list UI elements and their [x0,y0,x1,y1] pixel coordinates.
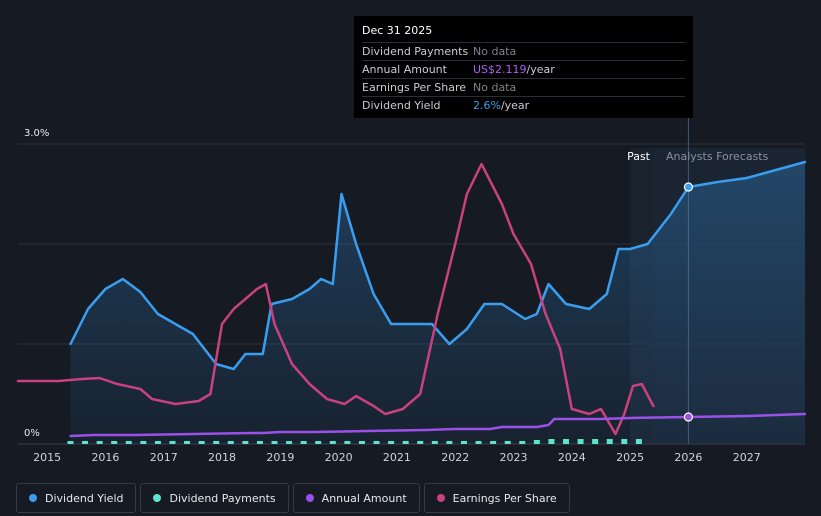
annual-amount-marker [683,412,694,422]
dividend-payment-bar [635,439,642,444]
x-tick-label: 2027 [733,451,761,464]
legend-dividend-payments[interactable]: Dividend Payments [140,483,289,513]
x-tick-label: 2021 [383,451,411,464]
dividend-payment-bar [621,439,628,444]
dividend-payment-bar [592,439,599,444]
tooltip-value: No data [473,81,517,94]
tooltip: Dec 31 2025 Dividend Payments No data An… [354,16,693,118]
dividend-payment-bar [169,441,176,444]
dividend-payment-bar [198,441,205,444]
dividend-payment-bar [358,441,365,444]
legend-label: Dividend Payments [169,491,276,505]
dividend-payment-bar [227,441,234,444]
x-tick-label: 2022 [441,451,469,464]
dividend-payment-bar [373,441,380,444]
x-tick-label: 2023 [500,451,528,464]
y-label-top: 3.0% [24,128,49,139]
dividend-yield-line [69,160,807,371]
dividend-payment-bar [82,441,89,444]
dividend-payment-bar [344,441,351,444]
legend-dividend-yield[interactable]: Dividend Yield [16,483,137,513]
dividend-payment-bar [67,441,74,444]
eps-dot-icon [436,494,445,502]
tooltip-label: Earnings Per Share [362,81,467,94]
dividend-payment-bar [154,441,161,444]
dividend-payment-bar [431,441,438,444]
tooltip-label: Dividend Yield [362,99,441,112]
dividend-yield-marker [683,182,694,192]
earnings-per-share-line [16,162,655,436]
dividend-payment-bar [271,441,278,444]
tooltip-suffix: /year [526,63,555,76]
dividend-yield-area [70,162,805,444]
legend-label: Annual Amount [321,491,407,505]
tooltip-row-dividend-yield: Dividend Yield 2.6%/year [362,96,685,114]
dividend-payment-bar [256,441,263,444]
dividend-payment-bar [577,439,584,444]
dividend-payment-bar [242,441,249,444]
dividend-payment-bar [329,441,336,444]
dividend-payment-bar [504,441,511,444]
legend-annual-amount[interactable]: Annual Amount [292,483,420,513]
dividend-payment-bar [286,441,293,444]
tooltip-value: 2.6% [473,99,501,112]
annual-amount-line [69,412,807,438]
past-region-label: Past [627,150,651,163]
dividend-payment-bar [315,441,322,444]
x-tick-label: 2025 [616,451,644,464]
legend-label: Dividend Yield [45,491,124,505]
tooltip-date: Dec 31 2025 [362,24,433,37]
x-tick-label: 2019 [266,451,294,464]
dividend-payment-bar [446,441,453,444]
dividend-payment-bar [606,439,613,444]
tooltip-label: Dividend Payments [362,45,469,58]
dividend-payment-bar [417,441,424,444]
dividend-payment-bar [96,441,103,444]
dividend-payment-bar [111,441,118,444]
x-tick-label: 2018 [208,451,236,464]
annual-amount-dot-icon [305,494,314,502]
legend: Dividend Yield Dividend Payments Annual … [16,483,570,514]
dividend-payment-bar [533,440,540,444]
dividend-payment-bar [300,441,307,444]
dividend-payment-bar [475,441,482,444]
tooltip-suffix: /year [500,99,530,112]
x-tick-label: 2026 [674,451,702,464]
dividend-payment-bar [388,441,395,444]
dividend-payment-bar [490,441,497,444]
dividend-yield-dot-icon [29,494,37,502]
dividend-payment-bar [402,441,409,444]
tooltip-value: No data [473,45,517,58]
dividend-payments-dot-icon [153,494,162,502]
tooltip-row-annual-amount: Annual Amount US$2.119/year [362,60,685,78]
tooltip-label: Annual Amount [362,63,447,76]
legend-earnings-per-share[interactable]: Earnings Per Share [423,483,570,513]
legend-label: Earnings Per Share [452,491,557,505]
tooltip-value: US$2.119 [473,63,527,76]
dividend-payment-bar [140,441,147,444]
dividend-payment-bar [125,441,132,444]
tooltip-row-dividend-payments: Dividend Payments No data [362,42,685,60]
dividend-payment-bar [213,441,220,444]
dividend-payment-bar [548,439,555,444]
y-label-bottom: 0% [24,428,40,439]
dividend-payment-bar [460,441,467,444]
dividend-payment-bar [519,441,526,444]
x-tick-label: 2017 [150,451,178,464]
x-tick-label: 2015 [33,451,61,464]
forecast-region-label: Analysts Forecasts [666,150,769,163]
dividend-payment-bar [562,439,569,444]
tooltip-row-eps: Earnings Per Share No data [362,78,685,96]
x-tick-label: 2020 [325,451,353,464]
x-tick-label: 2016 [91,451,119,464]
x-tick-label: 2024 [558,451,586,464]
dividend-payment-bar [184,441,191,444]
